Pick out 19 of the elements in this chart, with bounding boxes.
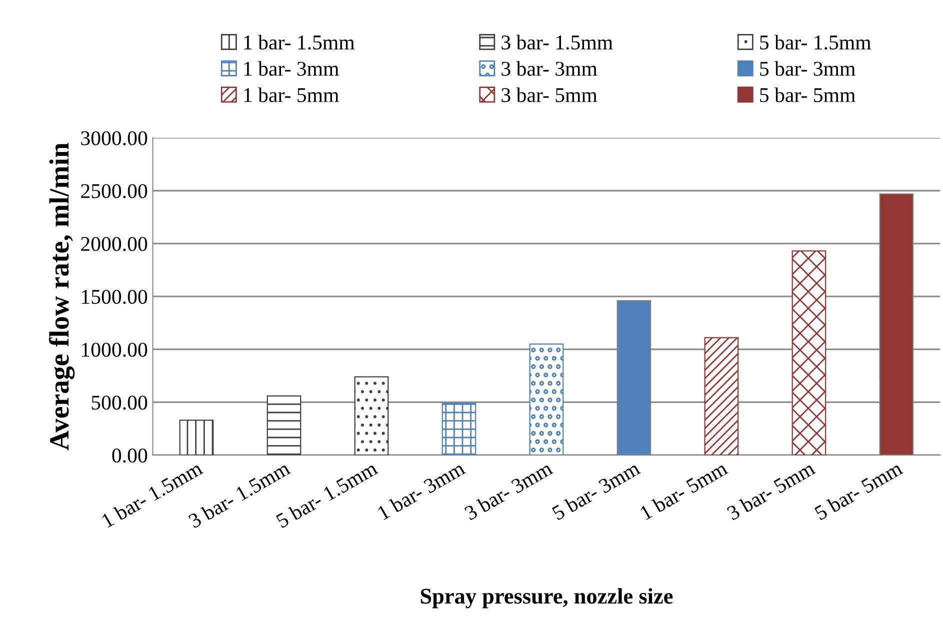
legend-label: 5 bar- 3mm: [760, 61, 856, 76]
legend-label: 5 bar- 1.5mm: [760, 34, 871, 50]
y-tick-label: 1500.00: [82, 290, 148, 304]
y-tick-label: 0.00: [112, 448, 148, 463]
x-axis-title: Spray pressure, nozzle size: [420, 588, 673, 608]
legend-label: 3 bar- 3mm: [502, 61, 598, 76]
legend-label: 1 bar- 1.5mm: [244, 34, 355, 50]
legend-label: 1 bar- 5mm: [244, 87, 339, 102]
y-tick-label: 2500.00: [81, 184, 148, 198]
legend-label: 3 bar- 1.5mm: [502, 34, 613, 50]
y-tick-label: 2000.00: [81, 236, 148, 252]
y-tick-label: 500.00: [92, 396, 148, 410]
y-tick-label: 3000.00: [81, 131, 148, 146]
x-tick-label: 1 bar- 5mm: [639, 460, 728, 520]
legend-label: 5 bar- 5mm: [760, 87, 856, 102]
legend-label: 3 bar- 5mm: [502, 87, 598, 102]
legend-label: 1 bar- 3mm: [244, 61, 339, 76]
y-axis-title: Average flow rate, ml/min: [48, 142, 75, 450]
y-tick-label: 1000.00: [82, 342, 148, 357]
